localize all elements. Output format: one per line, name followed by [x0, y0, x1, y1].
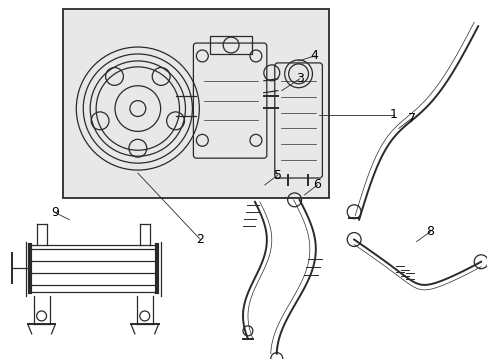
Text: 6: 6: [313, 179, 321, 192]
Text: 4: 4: [310, 49, 318, 63]
Text: 5: 5: [273, 168, 281, 181]
Text: 1: 1: [389, 108, 397, 121]
Text: 2: 2: [196, 233, 204, 246]
Text: 8: 8: [426, 225, 434, 238]
Bar: [210, 36, 251, 54]
Text: 9: 9: [51, 206, 59, 219]
Bar: [30, 246, 156, 292]
Bar: [63, 9, 328, 198]
Text: 7: 7: [407, 112, 415, 125]
Text: 3: 3: [295, 72, 303, 85]
